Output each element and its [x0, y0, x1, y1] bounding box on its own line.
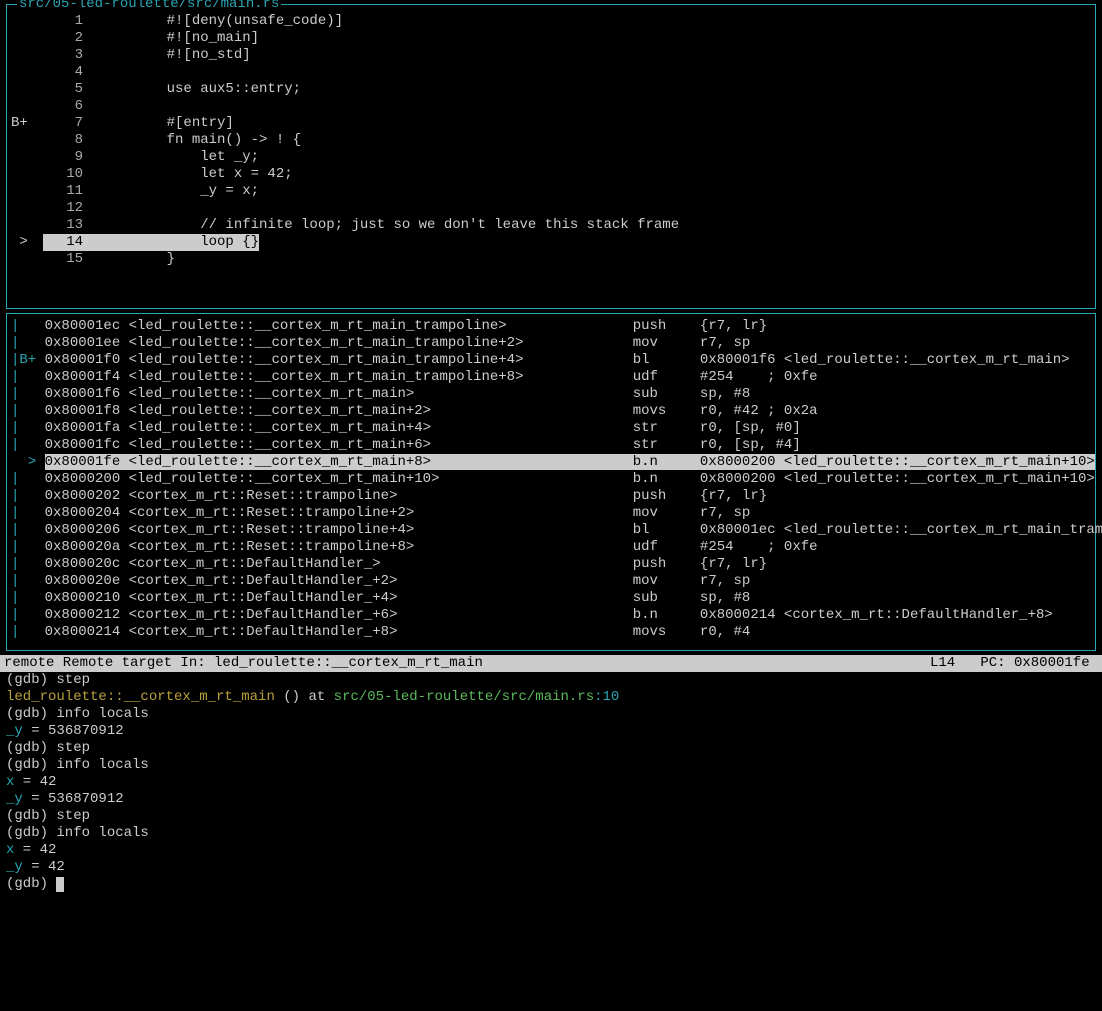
- gdb-console[interactable]: (gdb) stepled_roulette::__cortex_m_rt_ma…: [0, 672, 1102, 893]
- console-line: (gdb): [6, 876, 1096, 893]
- console-line: (gdb) step: [6, 740, 1096, 757]
- source-line[interactable]: 9 let _y;: [11, 149, 1091, 166]
- asm-line[interactable]: | 0x8000200 <led_roulette::__cortex_m_rt…: [11, 471, 1091, 488]
- console-line: x = 42: [6, 842, 1096, 859]
- status-right: L14 PC: 0x80001fe: [930, 655, 1098, 672]
- console-line: (gdb) step: [6, 672, 1096, 689]
- source-line[interactable]: 15 }: [11, 251, 1091, 268]
- source-line[interactable]: 6: [11, 98, 1091, 115]
- asm-line[interactable]: | 0x8000202 <cortex_m_rt::Reset::trampol…: [11, 488, 1091, 505]
- console-line: (gdb) info locals: [6, 757, 1096, 774]
- asm-line[interactable]: | 0x800020c <cortex_m_rt::DefaultHandler…: [11, 556, 1091, 573]
- source-line[interactable]: 4: [11, 64, 1091, 81]
- console-line: (gdb) step: [6, 808, 1096, 825]
- source-line[interactable]: 5 use aux5::entry;: [11, 81, 1091, 98]
- console-line: led_roulette::__cortex_m_rt_main () at s…: [6, 689, 1096, 706]
- asm-line[interactable]: | 0x8000212 <cortex_m_rt::DefaultHandler…: [11, 607, 1091, 624]
- asm-line[interactable]: |B+ 0x80001f0 <led_roulette::__cortex_m_…: [11, 352, 1091, 369]
- asm-line[interactable]: | 0x80001fa <led_roulette::__cortex_m_rt…: [11, 420, 1091, 437]
- asm-line[interactable]: > 0x80001fe <led_roulette::__cortex_m_rt…: [11, 454, 1091, 471]
- source-line[interactable]: 2 #![no_main]: [11, 30, 1091, 47]
- console-line: _y = 536870912: [6, 791, 1096, 808]
- source-line[interactable]: > 14 loop {}: [11, 234, 1091, 251]
- asm-line[interactable]: | 0x80001f6 <led_roulette::__cortex_m_rt…: [11, 386, 1091, 403]
- asm-line[interactable]: | 0x80001ee <led_roulette::__cortex_m_rt…: [11, 335, 1091, 352]
- console-line: _y = 42: [6, 859, 1096, 876]
- console-line: x = 42: [6, 774, 1096, 791]
- source-line[interactable]: 13 // infinite loop; just so we don't le…: [11, 217, 1091, 234]
- status-left: remote Remote target In: led_roulette::_…: [4, 655, 930, 672]
- asm-line[interactable]: | 0x8000206 <cortex_m_rt::Reset::trampol…: [11, 522, 1091, 539]
- asm-line[interactable]: | 0x8000204 <cortex_m_rt::Reset::trampol…: [11, 505, 1091, 522]
- source-panel: src/05-led-roulette/src/main.rs 1 #![den…: [6, 4, 1096, 309]
- source-line[interactable]: 10 let x = 42;: [11, 166, 1091, 183]
- asm-line[interactable]: | 0x80001f4 <led_roulette::__cortex_m_rt…: [11, 369, 1091, 386]
- cursor: [56, 877, 64, 892]
- source-line[interactable]: 3 #![no_std]: [11, 47, 1091, 64]
- console-line: (gdb) info locals: [6, 825, 1096, 842]
- source-line[interactable]: 1 #![deny(unsafe_code)]: [11, 13, 1091, 30]
- asm-line[interactable]: | 0x8000214 <cortex_m_rt::DefaultHandler…: [11, 624, 1091, 641]
- asm-panel: | 0x80001ec <led_roulette::__cortex_m_rt…: [6, 313, 1096, 651]
- asm-line[interactable]: | 0x8000210 <cortex_m_rt::DefaultHandler…: [11, 590, 1091, 607]
- console-line: (gdb) info locals: [6, 706, 1096, 723]
- source-body[interactable]: 1 #![deny(unsafe_code)] 2 #![no_main] 3 …: [11, 13, 1091, 268]
- source-line[interactable]: 12: [11, 200, 1091, 217]
- asm-line[interactable]: | 0x80001f8 <led_roulette::__cortex_m_rt…: [11, 403, 1091, 420]
- asm-body[interactable]: | 0x80001ec <led_roulette::__cortex_m_rt…: [11, 318, 1091, 641]
- asm-line[interactable]: | 0x80001fc <led_roulette::__cortex_m_rt…: [11, 437, 1091, 454]
- status-bar: remote Remote target In: led_roulette::_…: [0, 655, 1102, 672]
- source-line[interactable]: 8 fn main() -> ! {: [11, 132, 1091, 149]
- source-line[interactable]: 11 _y = x;: [11, 183, 1091, 200]
- source-line[interactable]: B+ 7 #[entry]: [11, 115, 1091, 132]
- asm-line[interactable]: | 0x80001ec <led_roulette::__cortex_m_rt…: [11, 318, 1091, 335]
- console-line: _y = 536870912: [6, 723, 1096, 740]
- asm-line[interactable]: | 0x800020a <cortex_m_rt::Reset::trampol…: [11, 539, 1091, 556]
- source-panel-title: src/05-led-roulette/src/main.rs: [17, 0, 281, 13]
- asm-line[interactable]: | 0x800020e <cortex_m_rt::DefaultHandler…: [11, 573, 1091, 590]
